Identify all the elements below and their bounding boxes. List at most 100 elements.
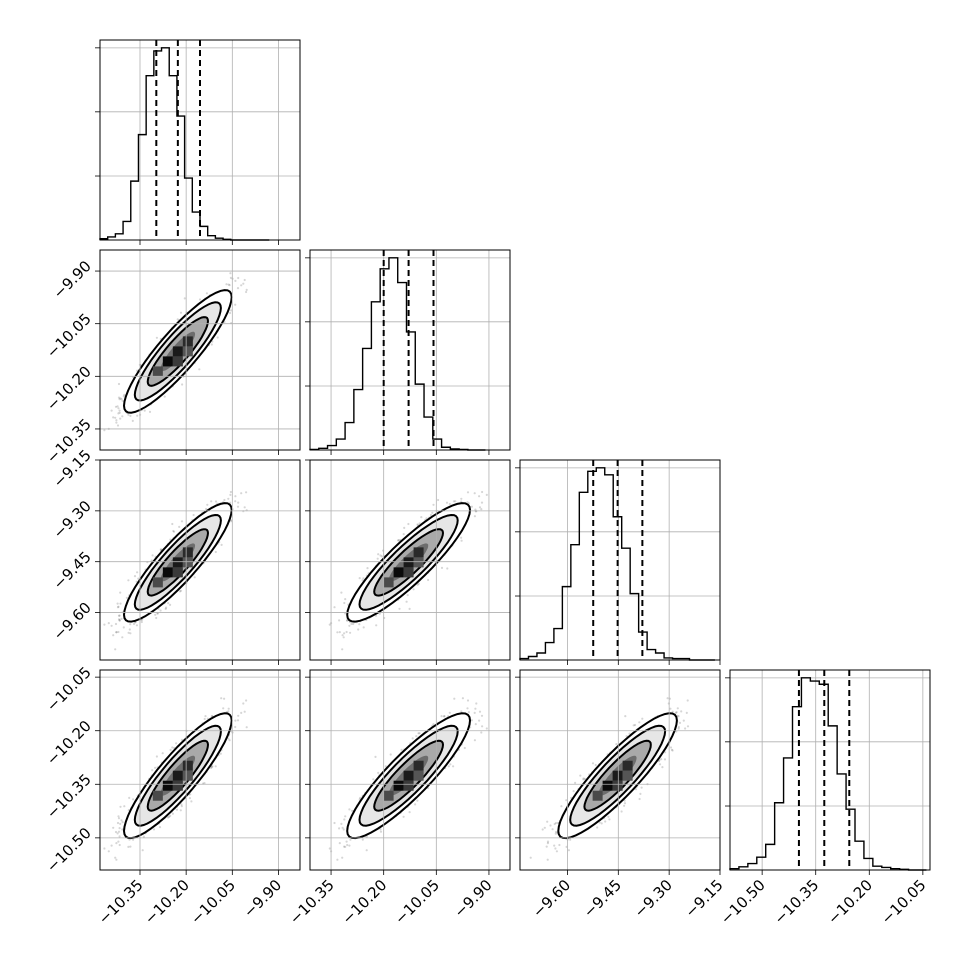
sample-point: [107, 622, 110, 625]
sample-point: [225, 283, 228, 286]
sample-point: [159, 609, 162, 612]
sample-point: [155, 616, 158, 620]
sample-point: [210, 343, 213, 346]
sample-point: [118, 409, 121, 412]
sample-point: [229, 276, 232, 279]
sample-point: [237, 276, 240, 280]
sample-point: [117, 407, 120, 410]
sample-point: [122, 626, 125, 629]
sample-point: [117, 614, 121, 617]
sample-point: [236, 287, 240, 290]
scatter-panel-x0-y1: [103, 272, 248, 432]
density-cell: [152, 366, 163, 377]
panel-frame-r0-c0: [99, 39, 301, 241]
y-tick-label: −10.05: [43, 310, 95, 362]
sample-point: [114, 622, 118, 626]
y-tick-label: −9.90: [50, 257, 95, 302]
sample-point: [206, 503, 209, 506]
x-tick-label: −10.05: [878, 876, 930, 928]
sample-point: [121, 415, 124, 418]
x-tick-label: −10.20: [824, 876, 876, 928]
sample-point: [127, 631, 130, 634]
sample-point: [227, 497, 230, 500]
sample-point: [229, 490, 232, 494]
density-cell: [182, 336, 193, 347]
sample-point: [179, 311, 183, 314]
panel-frame-r2-c2: [519, 459, 721, 661]
x-tick-label: −10.35: [770, 876, 822, 928]
sample-point: [120, 398, 123, 401]
sample-point: [169, 603, 172, 607]
sample-point: [230, 309, 233, 312]
sample-point: [178, 590, 182, 593]
sample-point: [116, 424, 120, 427]
panel-frame-r1-c1: [309, 249, 511, 451]
density-cell: [172, 356, 183, 367]
sample-point: [227, 283, 230, 286]
sample-point: [103, 429, 106, 432]
sample-point: [192, 513, 195, 517]
sample-point: [176, 318, 179, 321]
sample-point: [128, 628, 131, 631]
y-tick-label: −10.20: [43, 362, 95, 414]
sample-point: [116, 602, 119, 605]
sample-point: [103, 623, 106, 626]
sample-point: [167, 602, 170, 605]
sample-point: [117, 618, 121, 621]
histogram-param-1: [309, 257, 486, 451]
sample-point: [216, 336, 219, 339]
sample-point: [243, 506, 246, 509]
density-cell: [182, 346, 193, 357]
sample-point: [183, 297, 186, 300]
sample-point: [148, 410, 152, 413]
sample-point: [115, 421, 118, 424]
sample-point: [180, 520, 184, 523]
sample-point: [122, 395, 125, 398]
sample-point: [198, 368, 201, 371]
sample-point: [116, 606, 120, 609]
sample-point: [193, 576, 196, 579]
sample-point: [154, 613, 157, 616]
sample-point: [119, 602, 122, 605]
density-cell: [172, 346, 183, 357]
sample-point: [172, 530, 176, 533]
scatter-panel-x0-y2: [103, 490, 248, 651]
sample-point: [114, 405, 118, 408]
sample-point: [119, 591, 122, 594]
sample-point: [214, 550, 217, 554]
sample-point: [135, 624, 138, 627]
sample-point: [114, 416, 117, 419]
sample-point: [210, 500, 213, 503]
density-cell: [162, 356, 173, 367]
sample-point: [115, 419, 118, 422]
sample-point: [214, 500, 218, 503]
sample-point: [155, 336, 158, 339]
sample-point: [236, 505, 240, 508]
sample-point: [151, 554, 154, 557]
sample-point: [229, 493, 232, 496]
sample-point: [143, 409, 146, 412]
sample-point: [205, 292, 208, 295]
sample-point: [245, 491, 248, 494]
sample-point: [178, 525, 181, 529]
sample-point: [121, 636, 124, 639]
histogram-param-2: [519, 467, 715, 661]
sample-point: [242, 282, 245, 285]
sample-point: [245, 290, 248, 294]
sample-point: [118, 398, 121, 401]
panel-frame-r3-c3: [729, 669, 931, 871]
sample-point: [228, 284, 231, 287]
sample-point: [127, 413, 130, 416]
sample-point: [123, 393, 126, 396]
sample-point: [240, 284, 243, 287]
sample-point: [112, 634, 115, 637]
sample-point: [112, 416, 115, 419]
sample-point: [117, 412, 120, 415]
x-tick-label: −10.50: [717, 876, 769, 928]
sample-point: [117, 382, 121, 386]
sample-point: [234, 303, 237, 306]
sample-point: [121, 399, 124, 402]
sample-point: [243, 278, 246, 282]
sample-point: [119, 417, 122, 420]
sample-point: [125, 596, 128, 599]
